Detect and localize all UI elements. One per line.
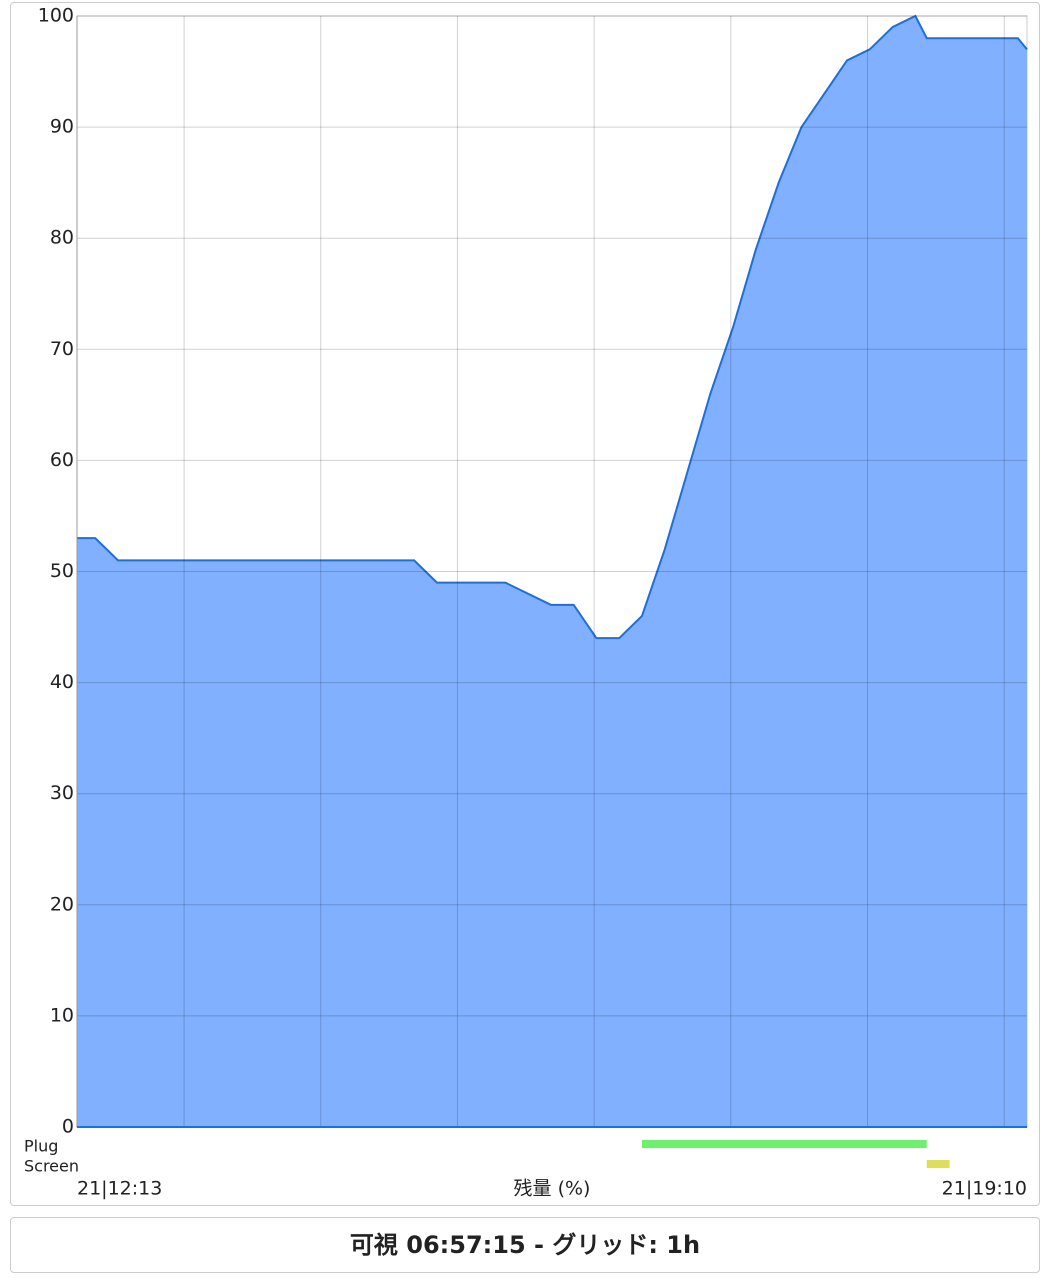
x-axis-label: 残量 (%) [514,1178,591,1200]
chart-card [10,2,1040,1206]
y-tick-label: 0 [62,1116,74,1138]
x-tick-label: 21|12:13 [77,1178,162,1200]
event-bar [926,1160,950,1168]
footer: 可視 06:57:15 - グリッド: 1h [10,1217,1040,1273]
y-tick-label: 40 [50,671,74,693]
y-tick-label: 10 [50,1004,74,1026]
y-tick-label: 60 [50,449,74,471]
x-tick-label: 21|19:10 [942,1178,1027,1200]
area-fill [77,16,1027,1127]
y-tick-label: 90 [50,116,74,138]
chart: 残量 (%) 0 10 20 30 40 50 60 70 80 90 100 21|12:13 21|… [24,5,1028,1200]
area-line [77,14,1028,640]
y-tick-label: 20 [50,893,74,915]
event-label: Plug [24,1137,58,1156]
event-label: Screen [24,1157,79,1176]
y-tick-label: 30 [50,782,74,804]
y-tick-label: 70 [50,338,74,360]
y-tick-label: 100 [38,5,74,27]
event-bar [641,1140,927,1148]
y-tick-label: 80 [50,227,74,249]
y-tick-label: 50 [50,560,74,582]
